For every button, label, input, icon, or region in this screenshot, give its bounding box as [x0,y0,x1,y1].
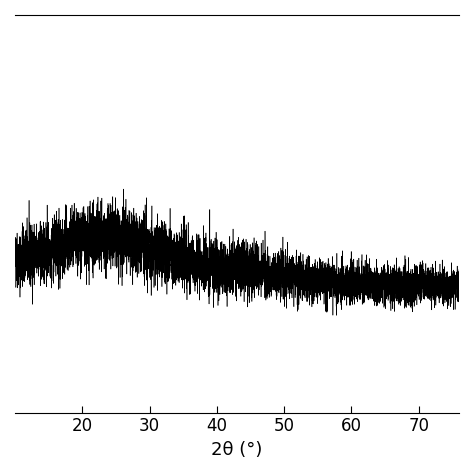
X-axis label: 2θ (°): 2θ (°) [211,441,263,459]
